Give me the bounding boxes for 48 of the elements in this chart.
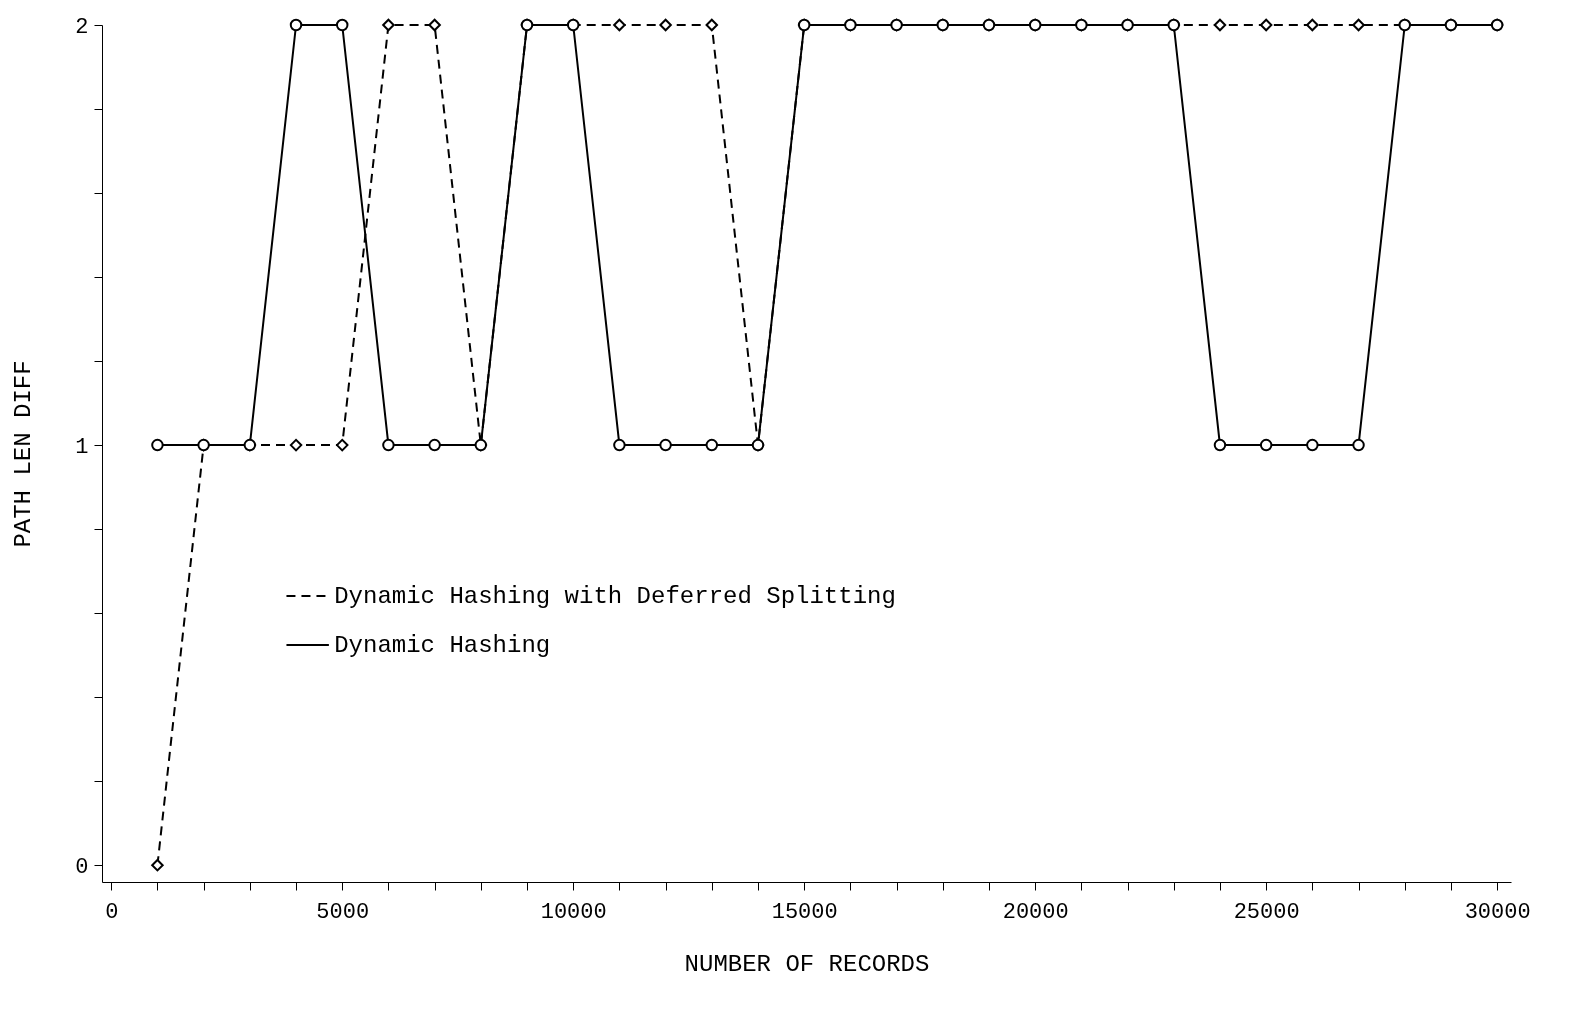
point bbox=[335, 18, 349, 32]
point bbox=[1259, 18, 1273, 32]
point bbox=[982, 18, 996, 32]
x-tick-label: 30000 bbox=[1464, 899, 1531, 925]
y-tick-label: 0 bbox=[75, 854, 89, 880]
point bbox=[659, 438, 672, 452]
point bbox=[1075, 18, 1088, 32]
x-tick-label: 10000 bbox=[540, 899, 607, 925]
y-tick-label: 1 bbox=[75, 434, 89, 460]
legend-label: Dynamic Hashing bbox=[334, 631, 551, 659]
point bbox=[890, 18, 903, 32]
point bbox=[705, 18, 719, 32]
x-tick-label: 15000 bbox=[771, 899, 838, 925]
x-tick-label: 5000 bbox=[316, 899, 370, 925]
point bbox=[382, 18, 395, 32]
point bbox=[1213, 18, 1227, 32]
point bbox=[1352, 18, 1365, 32]
point bbox=[566, 18, 580, 32]
point bbox=[1352, 438, 1365, 452]
point bbox=[1398, 18, 1411, 32]
x-tick-label: 25000 bbox=[1233, 899, 1300, 925]
point bbox=[382, 438, 395, 452]
point bbox=[613, 18, 626, 32]
point bbox=[151, 438, 164, 452]
point bbox=[1121, 18, 1134, 32]
y-tick-label: 2 bbox=[75, 14, 89, 40]
point bbox=[335, 438, 349, 452]
point bbox=[844, 18, 857, 32]
point bbox=[1259, 438, 1273, 452]
x-axis-title: NUMBER OF RECORDS bbox=[684, 950, 930, 978]
point bbox=[705, 438, 719, 452]
point bbox=[1213, 438, 1227, 452]
point bbox=[1444, 18, 1458, 32]
point bbox=[428, 18, 441, 32]
x-tick-label: 0 bbox=[105, 899, 119, 925]
point bbox=[289, 18, 303, 32]
point bbox=[613, 438, 626, 452]
point bbox=[151, 858, 164, 872]
point bbox=[197, 438, 210, 452]
y-axis-title: PATH LEN DIFF bbox=[10, 360, 38, 548]
point bbox=[1306, 438, 1319, 452]
point bbox=[289, 438, 303, 452]
point bbox=[751, 438, 765, 452]
point bbox=[1306, 18, 1319, 32]
point bbox=[659, 18, 672, 32]
x-tick-label: 20000 bbox=[1002, 899, 1069, 925]
legend-label: Dynamic Hashing with Deferred Splitting bbox=[334, 582, 896, 610]
point bbox=[428, 438, 441, 452]
